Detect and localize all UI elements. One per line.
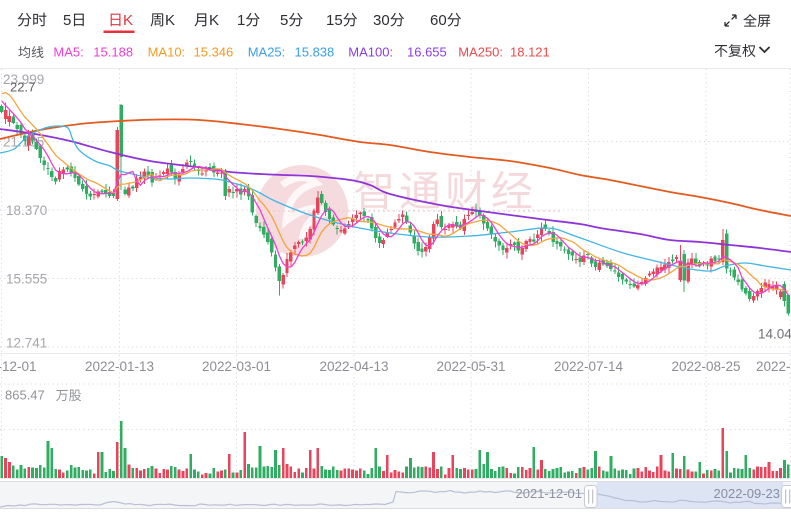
svg-text:5: 5 <box>63 12 71 29</box>
svg-text:5: 5 <box>280 12 288 29</box>
svg-text:14.04: 14.04 <box>758 327 791 342</box>
svg-text:18.370: 18.370 <box>6 203 47 218</box>
svg-text:2021-12-01: 2021-12-01 <box>516 486 583 501</box>
svg-text:30: 30 <box>373 12 390 29</box>
svg-text:15.188: 15.188 <box>93 45 133 60</box>
svg-text:1: 1 <box>237 12 245 29</box>
svg-text:2022-01-13: 2022-01-13 <box>85 359 154 374</box>
svg-text:2022-04-13: 2022-04-13 <box>319 359 388 374</box>
svg-text:MA250:: MA250: <box>458 45 503 60</box>
svg-text:60: 60 <box>430 12 447 29</box>
svg-text:865.47: 865.47 <box>5 388 45 403</box>
svg-text:MA5:: MA5: <box>53 45 83 60</box>
svg-text:15.838: 15.838 <box>295 45 335 60</box>
svg-text:K: K <box>209 12 219 29</box>
svg-text:2022-09-23: 2022-09-23 <box>714 486 781 501</box>
svg-text:MA10:: MA10: <box>148 45 186 60</box>
svg-text:K: K <box>123 12 133 29</box>
svg-text:22.7: 22.7 <box>10 80 35 95</box>
svg-text:2022-09-23: 2022-09-23 <box>756 359 791 374</box>
svg-text:2022-07-14: 2022-07-14 <box>554 359 624 374</box>
svg-text:K: K <box>165 12 175 29</box>
svg-text:15.346: 15.346 <box>194 45 234 60</box>
svg-text:MA100:: MA100: <box>348 45 393 60</box>
svg-text:2022-03-01: 2022-03-01 <box>202 359 271 374</box>
svg-text:2021-12-01: 2021-12-01 <box>0 359 37 374</box>
svg-text:18.121: 18.121 <box>510 45 550 60</box>
svg-text:2022-08-25: 2022-08-25 <box>671 359 740 374</box>
svg-text:MA25:: MA25: <box>248 45 286 60</box>
svg-text:12.741: 12.741 <box>6 336 47 351</box>
svg-text:15: 15 <box>326 12 343 29</box>
svg-text:2022-05-31: 2022-05-31 <box>436 359 505 374</box>
svg-text:15.555: 15.555 <box>6 272 47 287</box>
svg-text:16.655: 16.655 <box>407 45 447 60</box>
